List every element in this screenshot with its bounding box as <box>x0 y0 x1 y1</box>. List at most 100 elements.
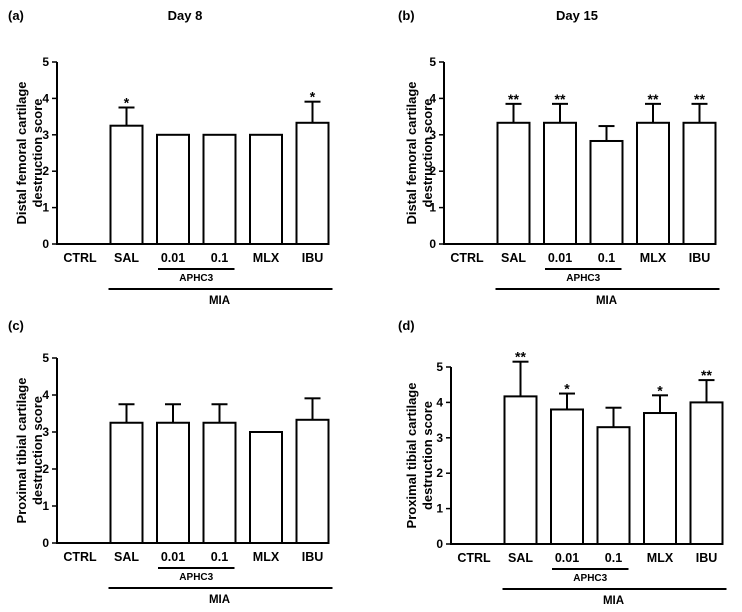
y-tick-label: 3 <box>436 431 443 445</box>
x-tick-label: IBU <box>302 251 324 265</box>
y-axis-label-line: destruction score <box>30 396 45 505</box>
y-tick-label: 4 <box>436 395 443 409</box>
significance-marker: ** <box>694 91 705 107</box>
bar-0.01 <box>156 133 190 245</box>
y-tick-label: 5 <box>429 55 436 69</box>
bar-MLX <box>643 412 677 545</box>
x-tick-label: CTRL <box>63 251 97 265</box>
y-axis-label-line: Proximal tibial cartilage <box>14 378 29 524</box>
bar-MLX <box>249 133 283 245</box>
significance-marker: * <box>657 382 663 398</box>
y-tick-label: 3 <box>42 425 49 439</box>
y-axis-label: Distal femoral cartilagedestruction scor… <box>404 81 435 224</box>
x-tick-label: CTRL <box>63 550 97 564</box>
mia-group-label: MIA <box>596 295 617 307</box>
significance-marker: ** <box>555 91 566 107</box>
x-tick-label: 0.01 <box>555 551 579 565</box>
bar-IBU <box>682 121 717 245</box>
panel-label: (c) <box>8 318 24 333</box>
aphc3-group-label: APHC3 <box>179 273 213 284</box>
bar-MLX <box>249 431 283 544</box>
significance-marker: ** <box>515 349 526 365</box>
panel-label: (b) <box>398 8 415 23</box>
y-tick-label: 3 <box>42 128 49 142</box>
mia-group-label: MIA <box>209 594 230 606</box>
chart-panel-d: (d) Proximal tibial cartilagedestruction … <box>398 318 727 607</box>
bar-0.1 <box>202 133 237 245</box>
x-tick-label: MLX <box>253 251 280 265</box>
y-axis-label: Proximal tibial cartilagedestruction sco… <box>404 383 435 529</box>
bar-SAL <box>109 124 144 245</box>
aphc3-group-label: APHC3 <box>566 273 600 284</box>
aphc3-group-label: APHC3 <box>179 572 213 583</box>
y-axis-label-line: destruction score <box>420 98 435 207</box>
y-tick-label: 2 <box>429 164 436 178</box>
chart-panel-a: (a) Day 8 Distal femoral cartilagedestruct… <box>8 8 333 307</box>
y-tick-label: 0 <box>436 537 443 551</box>
significance-marker: ** <box>701 367 712 383</box>
bar-MLX <box>636 121 670 245</box>
y-axis-label-line: Distal femoral cartilage <box>404 81 419 224</box>
x-tick-label: CTRL <box>457 551 491 565</box>
y-tick-label: 5 <box>42 55 49 69</box>
y-tick-label: 4 <box>42 388 49 402</box>
x-tick-label: SAL <box>508 551 533 565</box>
x-tick-label: MLX <box>647 551 674 565</box>
x-tick-label: CTRL <box>450 251 484 265</box>
y-tick-label: 0 <box>429 237 436 251</box>
bar-SAL <box>496 121 531 245</box>
x-tick-label: 0.1 <box>211 550 228 564</box>
bar-0.01 <box>156 421 190 544</box>
bar-0.1 <box>589 139 624 246</box>
bar-SAL <box>503 395 538 545</box>
x-tick-label: IBU <box>302 550 324 564</box>
panel-title: Day 8 <box>168 8 203 23</box>
y-axis-label-line: destruction score <box>420 401 435 510</box>
y-tick-label: 2 <box>436 466 443 480</box>
x-tick-label: IBU <box>696 551 718 565</box>
x-tick-label: SAL <box>501 251 526 265</box>
panel-title: Day 15 <box>556 8 598 23</box>
y-axis-label-line: destruction score <box>30 98 45 207</box>
x-tick-label: SAL <box>114 251 139 265</box>
significance-marker: ** <box>648 91 659 107</box>
y-tick-label: 0 <box>42 237 49 251</box>
x-tick-label: MLX <box>640 251 667 265</box>
y-tick-label: 2 <box>42 164 49 178</box>
y-axis-label-line: Distal femoral cartilage <box>14 81 29 224</box>
bar-0.01 <box>550 408 584 546</box>
bar-0.01 <box>543 121 577 245</box>
y-tick-label: 1 <box>42 499 49 513</box>
x-tick-label: 0.1 <box>211 251 228 265</box>
chart-panel-b: (b) Day 15 Distal femoral cartilagedestruc… <box>398 8 720 307</box>
panel-label: (a) <box>8 8 24 23</box>
y-tick-label: 2 <box>42 462 49 476</box>
y-tick-label: 4 <box>429 91 436 105</box>
chart-panel-c: (c) Proximal tibial cartilagedestruction … <box>8 318 333 606</box>
significance-marker: ** <box>508 91 519 107</box>
bar-IBU <box>689 401 724 545</box>
x-tick-label: 0.01 <box>161 550 185 564</box>
significance-marker: * <box>310 89 316 105</box>
y-tick-label: 5 <box>42 351 49 365</box>
panel-label: (d) <box>398 318 415 333</box>
bar-IBU <box>295 418 330 545</box>
x-tick-label: IBU <box>689 251 711 265</box>
bar-0.1 <box>202 421 237 544</box>
x-tick-label: 0.01 <box>161 251 185 265</box>
y-tick-label: 0 <box>42 536 49 550</box>
significance-marker: * <box>124 95 130 111</box>
bar-0.1 <box>596 426 631 545</box>
y-tick-label: 3 <box>429 128 436 142</box>
y-axis-label: Distal femoral cartilagedestruction scor… <box>14 81 45 224</box>
bar-SAL <box>109 421 144 544</box>
mia-group-label: MIA <box>209 295 230 307</box>
x-tick-label: 0.1 <box>605 551 622 565</box>
y-tick-label: 1 <box>429 201 436 215</box>
mia-group-label: MIA <box>603 595 624 607</box>
significance-marker: * <box>564 381 570 397</box>
x-tick-label: SAL <box>114 550 139 564</box>
y-tick-label: 4 <box>42 91 49 105</box>
y-tick-label: 1 <box>42 201 49 215</box>
